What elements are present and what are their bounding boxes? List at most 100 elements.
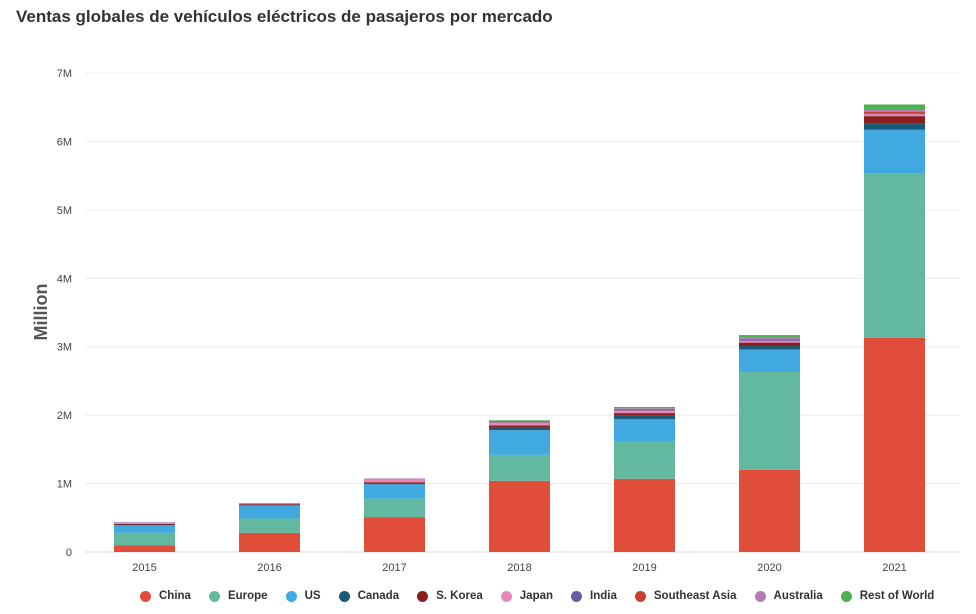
bar-segment-us-2015: [114, 524, 175, 533]
legend-item[interactable]: India: [571, 590, 617, 602]
bar-segment-europe-2017: [364, 498, 425, 518]
bar-segment-japan-2021: [864, 114, 925, 117]
bar-segment-japan-2017: [364, 478, 425, 483]
bar-segment-us-2018: [489, 430, 550, 455]
legend-marker-icon: [754, 590, 766, 602]
bar-segment-europe-2015: [114, 532, 175, 546]
legend-label: Rest of World: [859, 590, 935, 602]
legend-label: S. Korea: [436, 590, 483, 602]
bar-segment-canada-2021: [864, 123, 925, 130]
bar-segment-europe-2021: [864, 173, 925, 338]
bar-segment-india-2019: [614, 409, 675, 411]
bar-segment-rest-of-world-2019: [614, 406, 675, 409]
y-tick-label: 3M: [57, 342, 72, 354]
bar-segment-japan-2018: [489, 421, 550, 426]
bar-segment-china-2017: [364, 517, 425, 552]
legend: China Europe US Canada S. Korea Japan India Sou…: [140, 590, 952, 602]
legend-label: Europe: [227, 590, 268, 602]
bar-segment-southeast-asia-2019: [614, 408, 675, 410]
legend-marker-icon: [500, 590, 512, 602]
chart-title: Ventas globales de vehículos eléctricos …: [16, 7, 553, 26]
bar-segment-australia-2020: [739, 337, 800, 340]
y-tick-label: 2M: [57, 410, 72, 422]
bar-segment-china-2021: [864, 337, 925, 552]
legend-item[interactable]: Australia: [754, 590, 823, 602]
bar-segment-southeast-asia-2021: [864, 112, 925, 114]
bar-segment-australia-2019: [614, 408, 675, 410]
legend-label: Australia: [773, 590, 823, 602]
legend-label: US: [304, 590, 321, 602]
y-tick-label: 1M: [57, 479, 72, 491]
y-tick-label: 5M: [57, 205, 72, 217]
legend-marker-icon: [634, 590, 646, 602]
legend-marker-icon: [285, 590, 297, 602]
bar-segment-india-2021: [864, 113, 925, 115]
legend-item[interactable]: US: [285, 590, 321, 602]
y-tick-label: 6M: [57, 136, 72, 148]
legend-item[interactable]: Europe: [208, 590, 268, 602]
bar-segment-rest-of-world-2021: [864, 104, 925, 110]
bar-segment-rest-of-world-2018: [489, 420, 550, 422]
bar-segment-s-korea-2016: [239, 504, 300, 505]
legend-marker-icon: [417, 590, 429, 602]
legend-item[interactable]: China: [140, 590, 191, 602]
bar-segment-china-2019: [614, 478, 675, 552]
bar-segment-china-2015: [114, 545, 175, 552]
bar-segment-us-2017: [364, 484, 425, 499]
bar-segment-rest-of-world-2020: [739, 335, 800, 338]
stacked-bar-chart: 0 1M 2M 3M 4M 5M 6M 7M Million 2015 2016 2017 2018 20…: [31, 68, 960, 574]
y-tick-label: 7M: [57, 68, 72, 80]
bar-segment-canada-2017: [364, 482, 425, 485]
bar-segment-canada-2020: [739, 346, 800, 350]
legend-label: China: [159, 590, 191, 602]
legend-marker-icon: [571, 590, 583, 602]
legend-label: India: [590, 590, 617, 602]
bar-segment-us-2019: [614, 419, 675, 442]
legend-label: Southeast Asia: [653, 590, 737, 602]
legend-item[interactable]: Rest of World: [840, 590, 935, 602]
legend-label: Canada: [357, 590, 400, 602]
bar-segment-europe-2019: [614, 441, 675, 479]
bar-segment-india-2020: [739, 339, 800, 341]
y-tick-label: 0: [66, 547, 72, 559]
bar-segment-japan-2019: [614, 410, 675, 414]
bar-segment-s-korea-2017: [364, 482, 425, 484]
bar-segment-china-2018: [489, 480, 550, 552]
legend-item[interactable]: S. Korea: [417, 590, 483, 602]
bar-segment-australia-2016: [239, 503, 300, 504]
x-tick-label: 2021: [882, 562, 906, 574]
bar-segment-europe-2018: [489, 454, 550, 481]
legend-item[interactable]: Southeast Asia: [634, 590, 737, 602]
bar-segment-australia-2017: [364, 478, 425, 480]
bar-segment-canada-2019: [614, 415, 675, 420]
x-tick-label: 2019: [632, 562, 656, 574]
bar-segment-japan-2020: [739, 340, 800, 343]
y-axis-label: Million: [31, 284, 51, 341]
legend-item[interactable]: Japan: [500, 590, 554, 602]
bar-segment-china-2016: [239, 532, 300, 552]
bar-segment-australia-2015: [114, 522, 175, 524]
bar-segment-s-korea-2018: [489, 425, 550, 428]
legend-item[interactable]: Canada: [338, 590, 400, 602]
x-tick-label: 2015: [132, 562, 156, 574]
legend-marker-icon: [140, 590, 151, 602]
legend-marker-icon: [840, 590, 852, 602]
bar-segment-us-2020: [739, 349, 800, 373]
bar-segment-southeast-asia-2018: [489, 421, 550, 423]
x-tick-label: 2016: [257, 562, 281, 574]
bar-segment-australia-2021: [864, 109, 925, 113]
legend-marker-icon: [338, 590, 350, 602]
bar-segment-s-korea-2015: [114, 523, 175, 525]
bar-segment-us-2016: [239, 504, 300, 519]
bar-segment-s-korea-2021: [864, 116, 925, 124]
x-tick-label: 2020: [757, 562, 781, 574]
legend-label: Japan: [519, 590, 554, 602]
bar-segment-europe-2016: [239, 518, 300, 533]
x-tick-label: 2017: [382, 562, 406, 574]
bar-segment-china-2020: [739, 469, 800, 552]
bar-segment-us-2021: [864, 129, 925, 174]
bar-segment-canada-2018: [489, 427, 550, 431]
y-tick-label: 4M: [57, 273, 72, 285]
bar-segment-japan-2015: [114, 522, 175, 524]
bar-segment-southeast-asia-2020: [739, 339, 800, 340]
